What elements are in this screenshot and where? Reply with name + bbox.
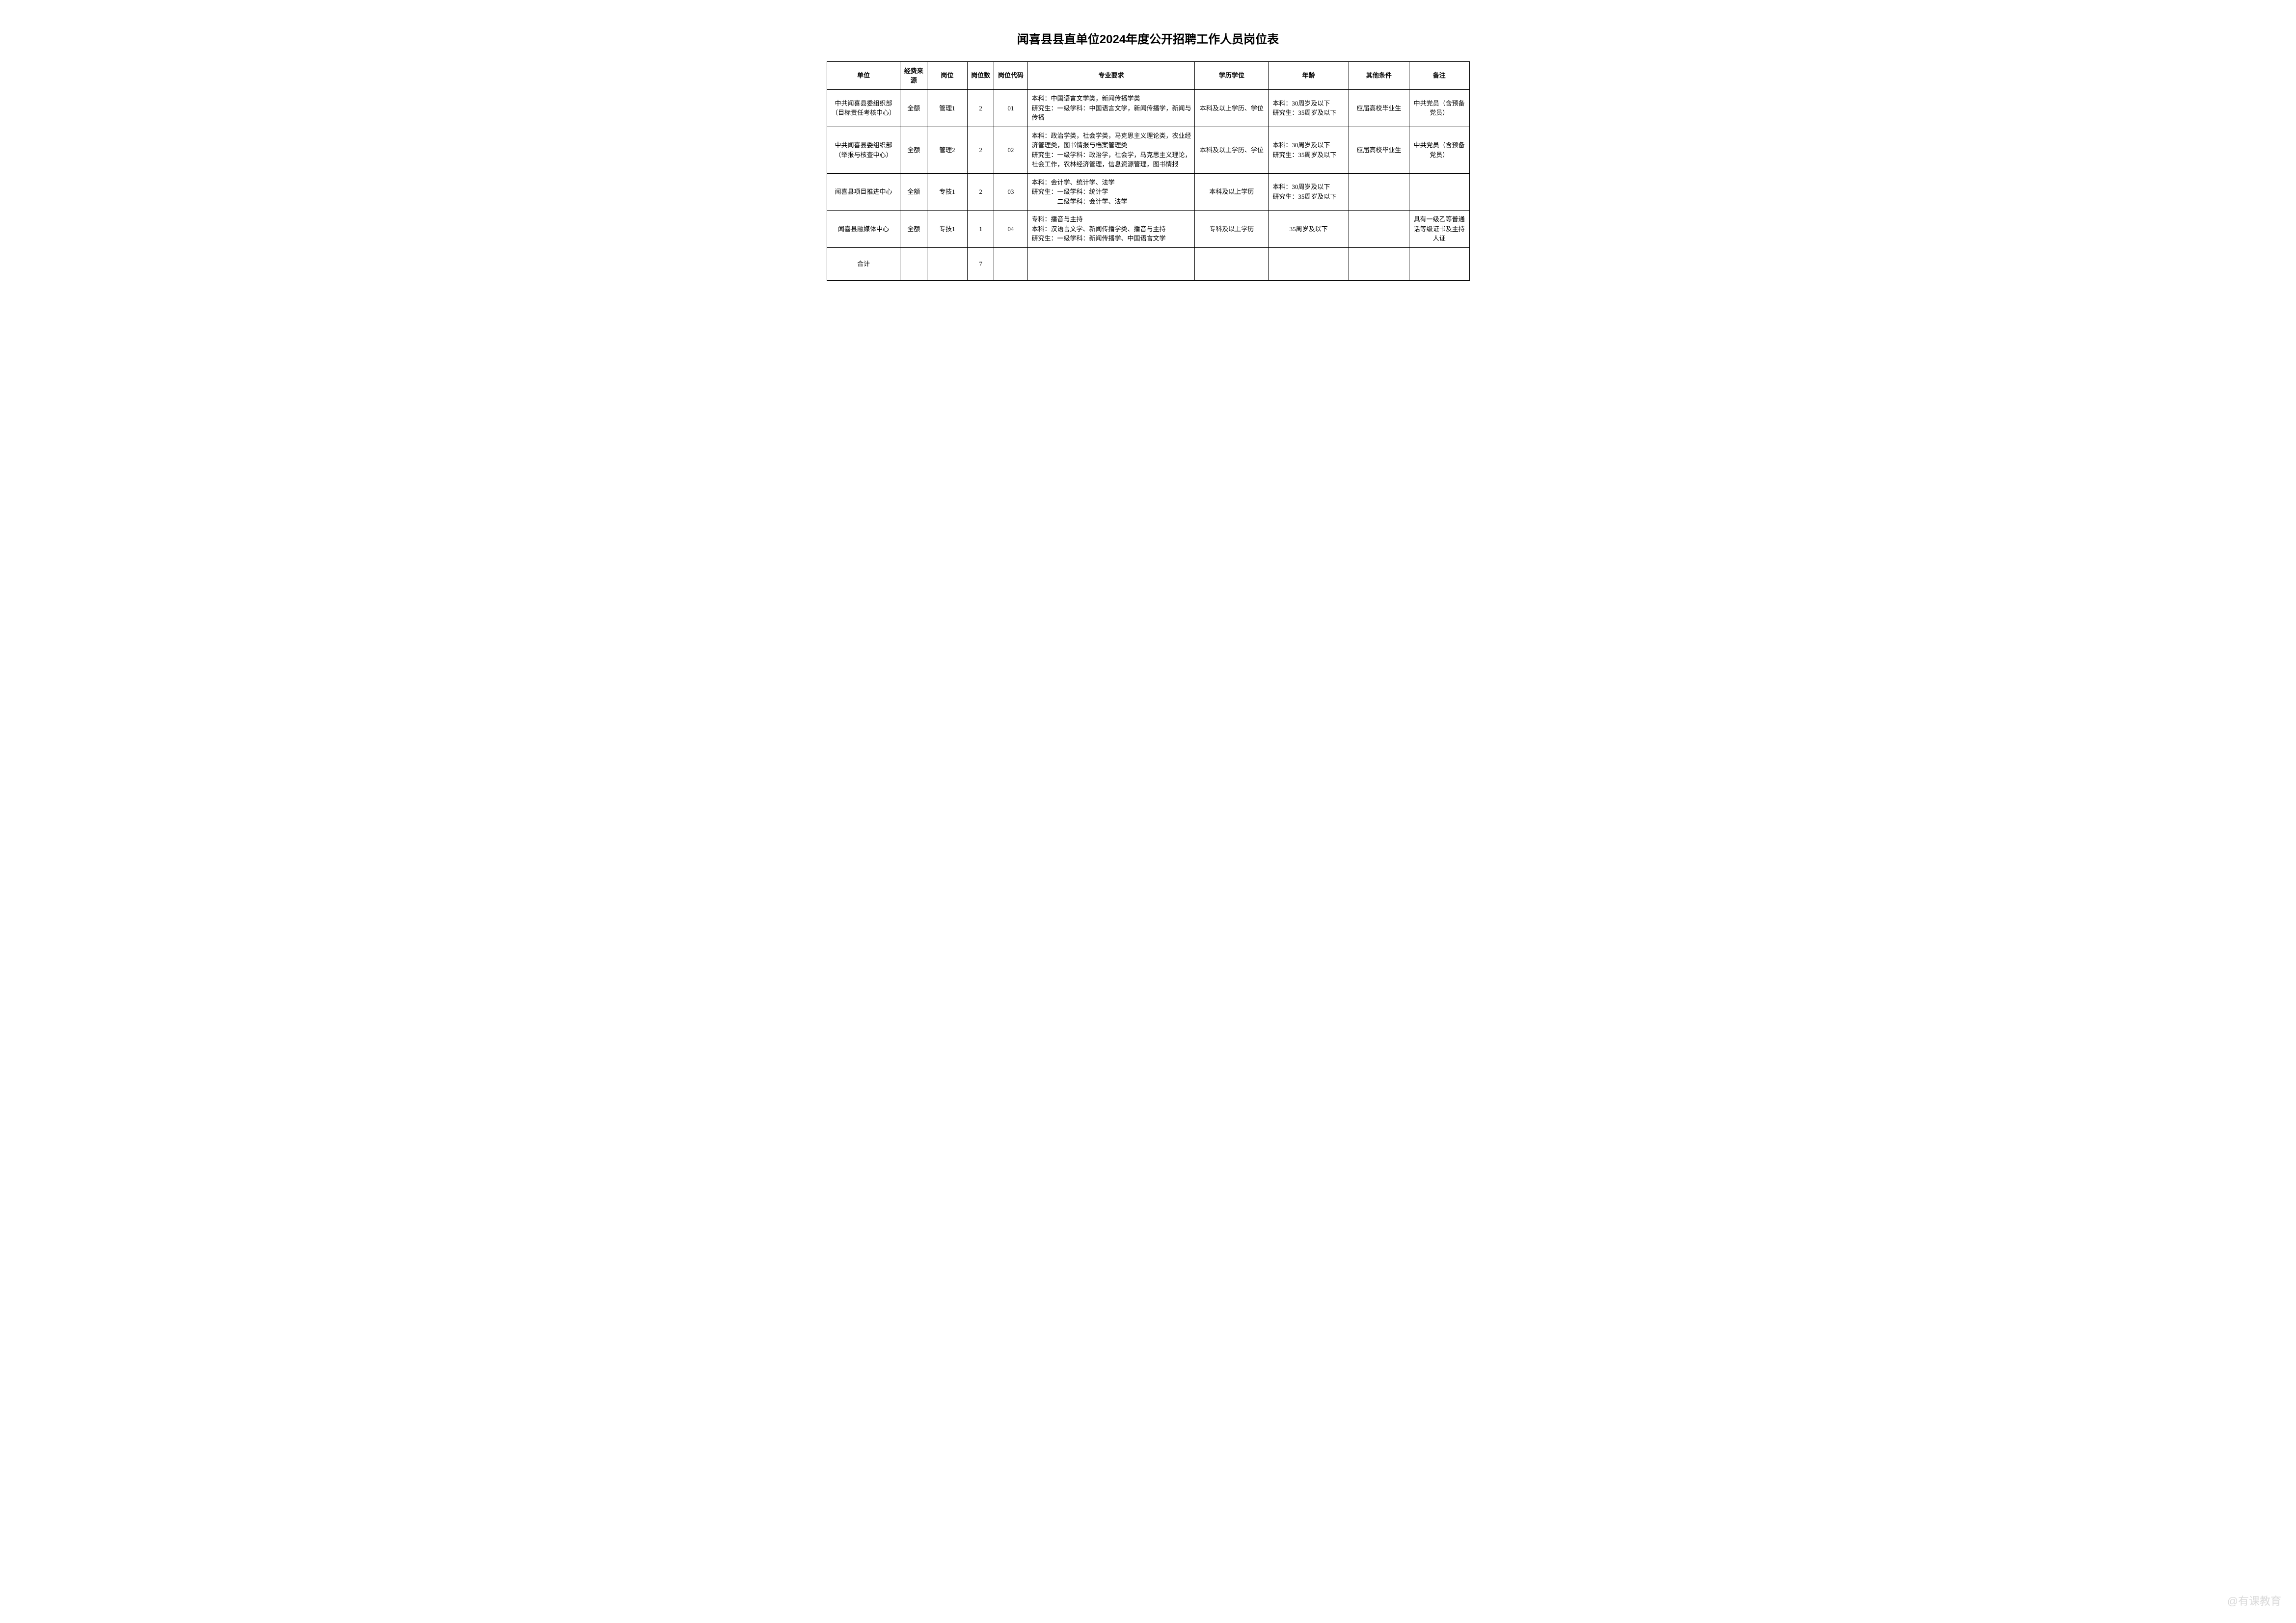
col-unit: 单位 — [827, 62, 900, 90]
cell-unit: 中共闻喜县委组织部（目标责任考核中心） — [827, 90, 900, 127]
watermark: @有课教育 — [2227, 1593, 2281, 1608]
total-empty — [994, 247, 1027, 280]
cell-edu: 本科及以上学历 — [1195, 173, 1269, 211]
col-edu: 学历学位 — [1195, 62, 1269, 90]
col-req: 专业要求 — [1027, 62, 1195, 90]
cell-code: 03 — [994, 173, 1027, 211]
cell-remark: 中共党员（含预备党员） — [1409, 127, 1469, 173]
cell-edu: 本科及以上学历、学位 — [1195, 127, 1269, 173]
cell-count: 1 — [967, 211, 994, 248]
table-row: 中共闻喜县委组织部（举报与核查中心） 全额 管理2 2 02 本科：政治学类，社… — [827, 127, 1469, 173]
cell-req: 本科：中国语言文学类，新闻传播学类研究生：一级学科：中国语言文学，新闻传播学，新… — [1027, 90, 1195, 127]
cell-req: 本科：会计学、统计学、法学研究生：一级学科：统计学 二级学科：会计学、法学 — [1027, 173, 1195, 211]
cell-age: 35周岁及以下 — [1269, 211, 1349, 248]
col-code: 岗位代码 — [994, 62, 1027, 90]
cell-count: 2 — [967, 127, 994, 173]
document-page: 闻喜县县直单位2024年度公开招聘工作人员岗位表 单位 经费来源 岗位 岗位数 … — [827, 29, 1470, 281]
cell-count: 2 — [967, 90, 994, 127]
cell-post: 专技1 — [927, 173, 968, 211]
cell-req: 本科：政治学类，社会学类，马克思主义理论类，农业经济管理类，图书情报与档案管理类… — [1027, 127, 1195, 173]
cell-fund: 全额 — [900, 127, 927, 173]
table-row: 闻喜县项目推进中心 全额 专技1 2 03 本科：会计学、统计学、法学研究生：一… — [827, 173, 1469, 211]
page-title: 闻喜县县直单位2024年度公开招聘工作人员岗位表 — [827, 29, 1470, 47]
col-other: 其他条件 — [1349, 62, 1409, 90]
cell-req: 专科：播音与主持本科：汉语言文学、新闻传播学类、播音与主持研究生：一级学科：新闻… — [1027, 211, 1195, 248]
cell-fund: 全额 — [900, 211, 927, 248]
cell-age: 本科：30周岁及以下研究生：35周岁及以下 — [1269, 90, 1349, 127]
cell-fund: 全额 — [900, 90, 927, 127]
total-label: 合计 — [827, 247, 900, 280]
cell-fund: 全额 — [900, 173, 927, 211]
table-row: 闻喜县融媒体中心 全额 专技1 1 04 专科：播音与主持本科：汉语言文学、新闻… — [827, 211, 1469, 248]
cell-other: 应届高校毕业生 — [1349, 90, 1409, 127]
cell-other — [1349, 173, 1409, 211]
cell-post: 管理2 — [927, 127, 968, 173]
cell-code: 01 — [994, 90, 1027, 127]
total-empty — [900, 247, 927, 280]
cell-post: 专技1 — [927, 211, 968, 248]
col-post: 岗位 — [927, 62, 968, 90]
job-table: 单位 经费来源 岗位 岗位数 岗位代码 专业要求 学历学位 年龄 其他条件 备注… — [827, 61, 1470, 281]
total-empty — [1027, 247, 1195, 280]
cell-unit: 闻喜县项目推进中心 — [827, 173, 900, 211]
cell-remark: 具有一级乙等普通话等级证书及主持人证 — [1409, 211, 1469, 248]
total-empty — [1409, 247, 1469, 280]
col-remark: 备注 — [1409, 62, 1469, 90]
cell-age: 本科：30周岁及以下研究生：35周岁及以下 — [1269, 127, 1349, 173]
cell-count: 2 — [967, 173, 994, 211]
cell-code: 02 — [994, 127, 1027, 173]
total-empty — [1349, 247, 1409, 280]
table-total-row: 合计 7 — [827, 247, 1469, 280]
cell-age: 本科：30周岁及以下研究生：35周岁及以下 — [1269, 173, 1349, 211]
cell-remark: 中共党员（含预备党员） — [1409, 90, 1469, 127]
total-empty — [1269, 247, 1349, 280]
cell-edu: 专科及以上学历 — [1195, 211, 1269, 248]
cell-remark — [1409, 173, 1469, 211]
total-empty — [927, 247, 968, 280]
cell-unit: 中共闻喜县委组织部（举报与核查中心） — [827, 127, 900, 173]
cell-code: 04 — [994, 211, 1027, 248]
total-count: 7 — [967, 247, 994, 280]
cell-other — [1349, 211, 1409, 248]
col-fund: 经费来源 — [900, 62, 927, 90]
col-age: 年龄 — [1269, 62, 1349, 90]
cell-post: 管理1 — [927, 90, 968, 127]
total-empty — [1195, 247, 1269, 280]
table-row: 中共闻喜县委组织部（目标责任考核中心） 全额 管理1 2 01 本科：中国语言文… — [827, 90, 1469, 127]
table-header-row: 单位 经费来源 岗位 岗位数 岗位代码 专业要求 学历学位 年龄 其他条件 备注 — [827, 62, 1469, 90]
cell-other: 应届高校毕业生 — [1349, 127, 1409, 173]
col-count: 岗位数 — [967, 62, 994, 90]
cell-edu: 本科及以上学历、学位 — [1195, 90, 1269, 127]
cell-unit: 闻喜县融媒体中心 — [827, 211, 900, 248]
